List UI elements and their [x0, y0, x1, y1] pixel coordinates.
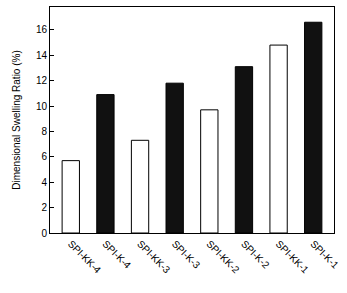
svg-text:SPI-K-2: SPI-K-2 — [239, 238, 272, 271]
svg-text:14: 14 — [36, 50, 48, 61]
svg-text:SPI-KK-3: SPI-KK-3 — [135, 238, 173, 276]
svg-text:SPI-K-4: SPI-K-4 — [100, 238, 133, 271]
svg-text:Dimensional Swelling Ratio (%): Dimensional Swelling Ratio (%) — [11, 50, 22, 190]
svg-text:SPI-KK-1: SPI-KK-1 — [274, 238, 312, 276]
svg-text:16: 16 — [36, 24, 48, 35]
svg-text:2: 2 — [41, 202, 47, 213]
svg-text:6: 6 — [41, 151, 47, 162]
svg-text:8: 8 — [41, 126, 47, 137]
svg-text:SPI-K-3: SPI-K-3 — [170, 238, 203, 271]
svg-text:0: 0 — [41, 228, 47, 239]
svg-text:SPI-KK-2: SPI-KK-2 — [204, 238, 242, 276]
svg-text:SPI-K-1: SPI-K-1 — [308, 238, 341, 271]
svg-text:10: 10 — [36, 101, 48, 112]
svg-text:SPI-KK-4: SPI-KK-4 — [66, 238, 104, 276]
svg-text:4: 4 — [41, 177, 47, 188]
svg-text:12: 12 — [36, 75, 48, 86]
